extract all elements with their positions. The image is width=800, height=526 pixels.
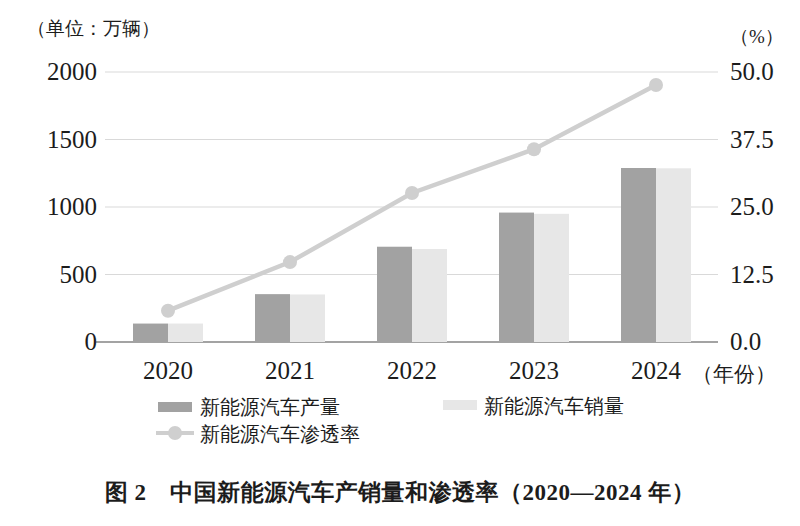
right-axis-tick: 25.0 [730, 193, 774, 221]
left-axis-tick: 1500 [47, 126, 97, 154]
x-axis-unit-label: （年份） [692, 360, 776, 388]
right-axis-tick: 0.0 [730, 328, 761, 356]
left-axis-tick: 1000 [47, 193, 97, 221]
right-axis-tick: 37.5 [730, 126, 774, 154]
penetration-marker [161, 304, 175, 318]
production-bar [621, 168, 656, 342]
penetration-marker [283, 255, 297, 269]
sales-bar [412, 249, 447, 342]
chart-figure: （单位：万辆） （%） 2000150010005000 50.037.525.… [0, 0, 800, 526]
plot-area [0, 0, 800, 470]
penetration-marker [405, 186, 419, 200]
production-bar [255, 294, 290, 342]
left-axis-tick: 2000 [47, 58, 97, 86]
x-axis-tick: 2020 [143, 357, 193, 385]
penetration-legend-marker-icon [168, 426, 182, 440]
left-axis-tick: 500 [60, 261, 98, 289]
penetration-marker [649, 78, 663, 92]
production-bar [499, 213, 534, 342]
penetration-legend-label: 新能源汽车渗透率 [200, 421, 360, 447]
x-axis-tick: 2021 [265, 357, 315, 385]
figure-caption: 图 2 中国新能源汽车产销量和渗透率（2020—2024 年） [0, 477, 800, 508]
sales-bar [290, 294, 325, 342]
production-bar [133, 324, 168, 342]
sales-legend-swatch [443, 400, 477, 410]
production-bar [377, 247, 412, 342]
right-axis-tick: 50.0 [730, 58, 774, 86]
sales-legend-label: 新能源汽车销量 [484, 393, 624, 419]
right-axis-tick: 12.5 [730, 261, 774, 289]
x-axis-tick: 2024 [631, 357, 681, 385]
sales-bar [534, 214, 569, 342]
x-axis-tick: 2023 [509, 357, 559, 385]
x-axis-tick: 2022 [387, 357, 437, 385]
sales-bar [168, 324, 203, 342]
penetration-marker [527, 142, 541, 156]
sales-bar [656, 168, 691, 342]
production-legend-swatch [158, 402, 192, 412]
left-axis-tick: 0 [85, 328, 98, 356]
production-legend-label: 新能源汽车产量 [200, 394, 340, 420]
